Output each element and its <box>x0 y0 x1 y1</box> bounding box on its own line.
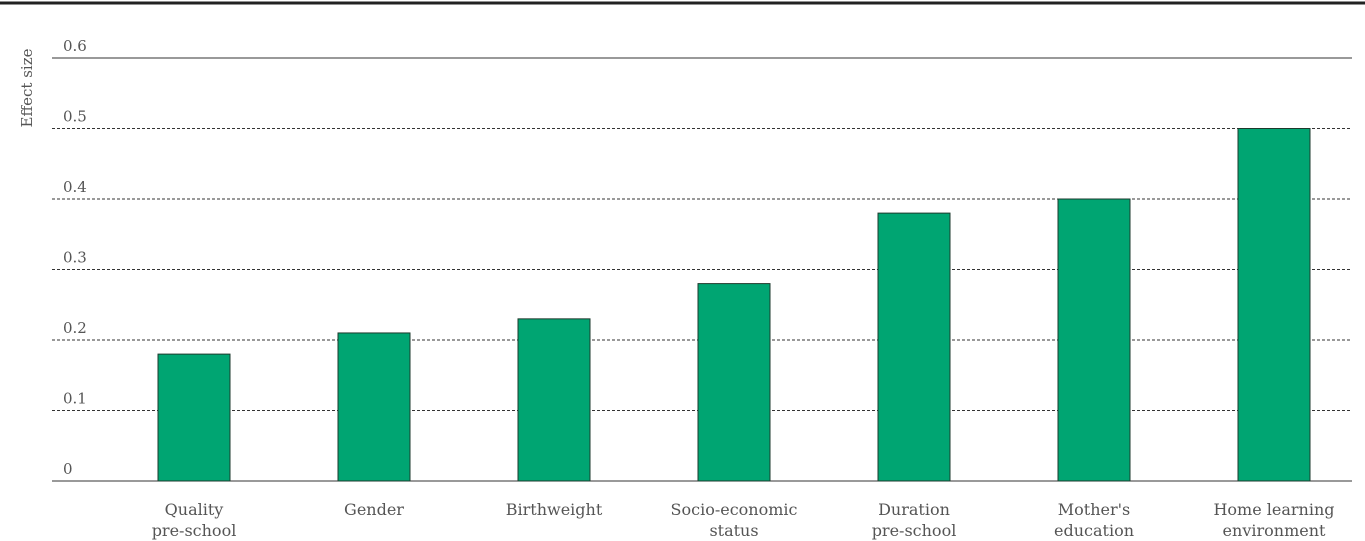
y-tick-label: 0.5 <box>63 108 87 126</box>
bar <box>877 212 951 482</box>
category-label-line: environment <box>1223 521 1326 540</box>
bar <box>1057 198 1131 482</box>
y-tick-label: 0.2 <box>63 319 87 337</box>
x-category-label: Mother's education <box>1054 500 1134 540</box>
category-label-line: status <box>709 521 758 540</box>
y-tick-label: 0.3 <box>63 249 87 267</box>
category-label-line: Duration <box>878 500 950 519</box>
x-category-label: Gender <box>344 500 404 519</box>
bar <box>517 318 591 482</box>
category-label-line: Mother's <box>1058 500 1130 519</box>
y-tick-label: 0 <box>63 460 73 478</box>
category-labels: Quality pre-school Gender Birthweight Socio-… <box>152 500 1335 540</box>
x-category-label: Birthweight <box>506 500 603 519</box>
category-label-line: education <box>1054 521 1134 540</box>
x-category-label: Duration pre-school <box>872 500 957 540</box>
bars <box>157 128 1311 482</box>
bar <box>157 353 231 482</box>
category-label-line: Gender <box>344 500 404 519</box>
bar <box>1237 128 1311 482</box>
category-label-line: Birthweight <box>506 500 603 519</box>
bar <box>337 332 411 482</box>
category-label-line: Socio-economic <box>671 500 798 519</box>
bar <box>697 283 771 482</box>
x-category-label: Quality pre-school <box>152 500 237 540</box>
category-label-line: Home learning <box>1213 500 1334 519</box>
y-tick-label: 0.4 <box>63 178 87 196</box>
x-category-label: Home learning environment <box>1213 500 1334 540</box>
category-label-line: pre-school <box>152 521 237 540</box>
category-label-line: pre-school <box>872 521 957 540</box>
category-label-line: Quality <box>165 500 224 519</box>
y-tick-label: 0.6 <box>63 37 87 55</box>
y-tick-labels: 0 0.1 0.2 0.3 0.4 0.5 0.6 <box>63 37 87 478</box>
y-tick-label: 0.1 <box>63 390 87 408</box>
x-category-label: Socio-economic status <box>671 500 798 540</box>
y-axis-title: Effect size <box>18 48 36 127</box>
